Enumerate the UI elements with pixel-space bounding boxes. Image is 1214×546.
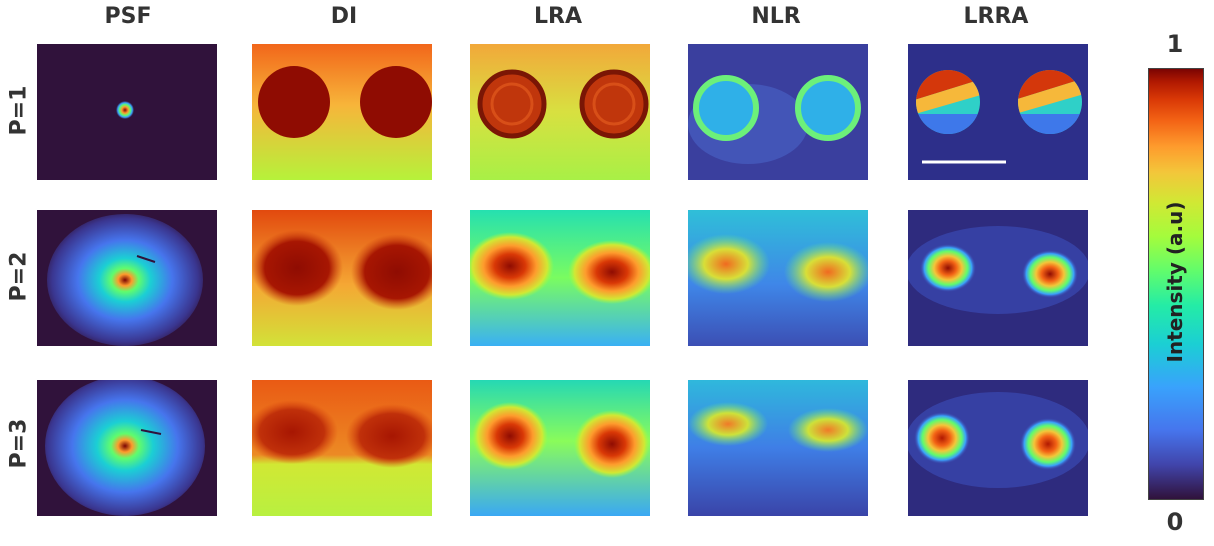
colorbar-max-label: 1: [1166, 30, 1184, 58]
panel-lra-p2: [470, 210, 650, 346]
panel-psf-p1: [37, 44, 217, 180]
panel-di-p3: [252, 380, 432, 516]
column-title-nlr: NLR: [751, 4, 801, 29]
colorbar: [1148, 68, 1204, 500]
panel-psf-p2: [37, 210, 217, 346]
column-title-psf: PSF: [104, 4, 152, 29]
panel-lra-p3: [470, 380, 650, 516]
column-title-lrra: LRRA: [963, 4, 1029, 29]
panel-nlr-p1: [688, 44, 868, 180]
colorbar-min-label: 0: [1166, 508, 1184, 536]
panel-nlr-p2: [688, 210, 868, 346]
panel-lrra-p1: [908, 44, 1088, 180]
row-label-p1: P=1: [6, 85, 32, 136]
row-label-p2: P=2: [6, 251, 32, 302]
column-title-di: DI: [330, 4, 358, 29]
row-label-p3: P=3: [6, 418, 32, 469]
colorbar-title: Intensity (a.u): [1163, 201, 1187, 363]
panel-nlr-p3: [688, 380, 868, 516]
panel-lrra-p2: [908, 210, 1088, 346]
panel-di-p1: [252, 44, 432, 180]
panel-lrra-p3: [908, 380, 1088, 516]
column-title-lra: LRA: [534, 4, 582, 29]
panel-psf-p3: [37, 380, 217, 516]
panel-lra-p1: [470, 44, 650, 180]
panel-di-p2: [252, 210, 432, 346]
